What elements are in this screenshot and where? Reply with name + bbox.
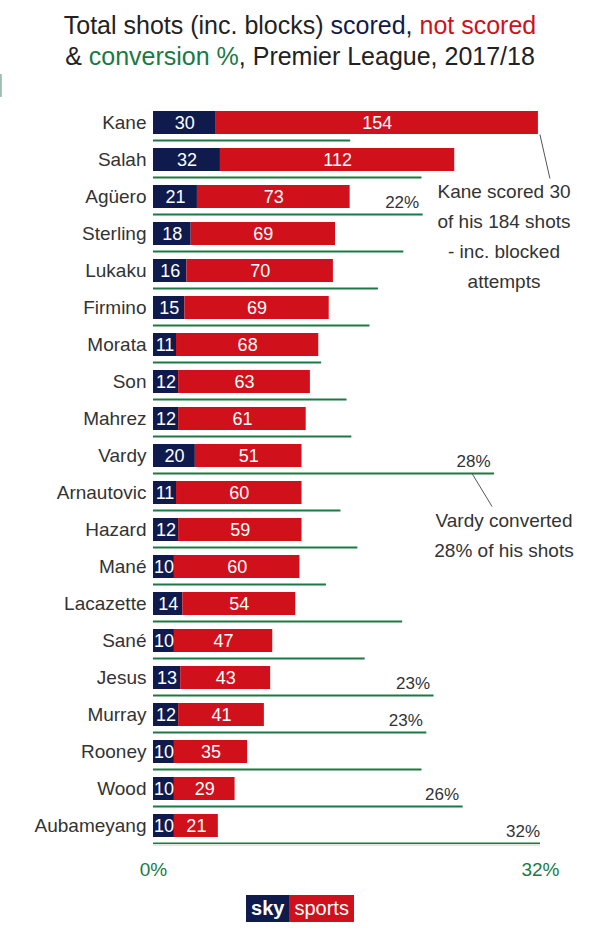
svg-text:Firmino: Firmino — [83, 297, 146, 318]
svg-text:69: 69 — [253, 224, 273, 244]
svg-text:Hazard: Hazard — [85, 519, 146, 540]
svg-text:15: 15 — [159, 298, 179, 318]
svg-text:20: 20 — [164, 446, 184, 466]
svg-text:Kane scored 30: Kane scored 30 — [437, 181, 570, 202]
svg-text:12: 12 — [156, 372, 176, 392]
svg-text:Jesus: Jesus — [97, 667, 147, 688]
svg-text:60: 60 — [229, 483, 249, 503]
svg-text:Wood: Wood — [97, 778, 146, 799]
svg-text:Lukaku: Lukaku — [85, 260, 146, 281]
svg-text:10: 10 — [154, 631, 174, 651]
svg-text:12: 12 — [156, 409, 176, 429]
svg-text:14: 14 — [158, 594, 178, 614]
svg-text:Vardy converted: Vardy converted — [436, 510, 573, 531]
svg-text:Aubameyang: Aubameyang — [35, 815, 147, 836]
svg-text:32%: 32% — [506, 822, 540, 841]
svg-text:73: 73 — [264, 187, 284, 207]
svg-text:21: 21 — [165, 187, 185, 207]
svg-text:10: 10 — [154, 816, 174, 836]
svg-text:22%: 22% — [385, 193, 419, 212]
svg-text:29: 29 — [195, 779, 215, 799]
html-text:Total shots (inc. blocks) scor: Total shots (inc. blocks) scored, not sc… — [63, 11, 537, 39]
svg-text:13: 13 — [157, 668, 177, 688]
svg-text:10: 10 — [154, 779, 174, 799]
svg-text:59: 59 — [230, 520, 250, 540]
svg-text:Salah: Salah — [98, 149, 147, 170]
svg-text:23%: 23% — [389, 711, 423, 730]
svg-text:16: 16 — [160, 261, 180, 281]
svg-text:12: 12 — [156, 520, 176, 540]
svg-text:Lacazette: Lacazette — [64, 593, 146, 614]
html-text:& conversion %, Premier League: & conversion %, Premier League, 2017/18 — [65, 42, 535, 70]
svg-text:32: 32 — [177, 150, 197, 170]
svg-text:Arnautovic: Arnautovic — [57, 482, 147, 503]
svg-text:18: 18 — [162, 224, 182, 244]
svg-text:Morata: Morata — [87, 334, 147, 355]
svg-text:28% of his shots: 28% of his shots — [434, 540, 573, 561]
svg-text:26%: 26% — [425, 785, 459, 804]
html-text:sports: sports — [294, 896, 349, 919]
svg-text:10: 10 — [154, 557, 174, 577]
svg-text:23%: 23% — [396, 674, 430, 693]
svg-text:32%: 32% — [521, 859, 559, 880]
svg-text:11: 11 — [156, 483, 175, 503]
svg-text:of his 184 shots: of his 184 shots — [437, 211, 570, 232]
svg-text:11: 11 — [156, 335, 175, 355]
svg-text:21: 21 — [186, 816, 206, 836]
svg-text:Rooney: Rooney — [81, 741, 147, 762]
svg-text:69: 69 — [247, 298, 267, 318]
svg-text:60: 60 — [227, 557, 247, 577]
svg-text:35: 35 — [201, 742, 221, 762]
svg-text:47: 47 — [214, 631, 234, 651]
svg-text:30: 30 — [175, 113, 195, 133]
svg-text:63: 63 — [234, 372, 254, 392]
svg-text:61: 61 — [232, 409, 252, 429]
svg-text:attempts: attempts — [468, 271, 541, 292]
svg-text:Kane: Kane — [102, 112, 146, 133]
svg-text:68: 68 — [238, 335, 258, 355]
html-text:sky: sky — [251, 896, 285, 919]
svg-text:41: 41 — [211, 705, 231, 725]
svg-text:154: 154 — [362, 113, 392, 133]
svg-text:Agüero: Agüero — [85, 186, 146, 207]
svg-text:54: 54 — [229, 594, 249, 614]
svg-text:28%: 28% — [457, 452, 491, 471]
svg-text:Sterling: Sterling — [82, 223, 146, 244]
svg-text:Sané: Sané — [102, 630, 146, 651]
svg-text:Mané: Mané — [99, 556, 147, 577]
svg-text:43: 43 — [216, 668, 236, 688]
svg-text:Vardy: Vardy — [98, 445, 147, 466]
svg-text:112: 112 — [323, 150, 352, 170]
svg-text:Son: Son — [113, 371, 147, 392]
svg-text:70: 70 — [250, 261, 270, 281]
svg-text:12: 12 — [156, 705, 176, 725]
svg-text:51: 51 — [239, 446, 259, 466]
svg-text:Mahrez: Mahrez — [83, 408, 146, 429]
svg-text:10: 10 — [154, 742, 174, 762]
svg-text:- inc. blocked: - inc. blocked — [448, 241, 560, 262]
svg-text:Murray: Murray — [87, 704, 147, 725]
svg-text:0%: 0% — [140, 859, 168, 880]
